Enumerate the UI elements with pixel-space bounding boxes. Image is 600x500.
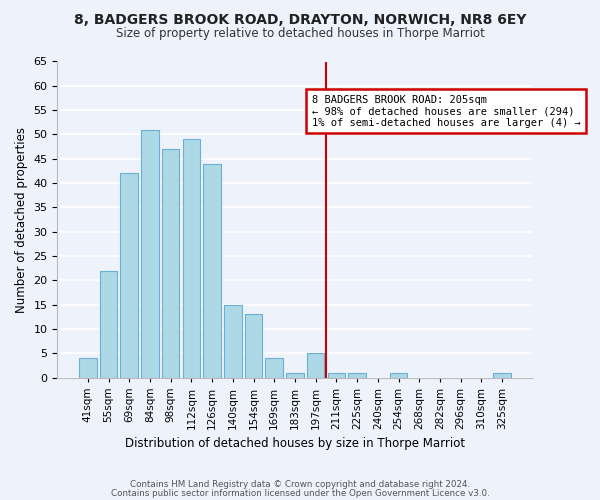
- Bar: [265, 358, 283, 378]
- Bar: [162, 149, 179, 378]
- Bar: [203, 164, 221, 378]
- Bar: [348, 372, 366, 378]
- Text: Contains public sector information licensed under the Open Government Licence v3: Contains public sector information licen…: [110, 489, 490, 498]
- Bar: [141, 130, 159, 378]
- X-axis label: Distribution of detached houses by size in Thorpe Marriot: Distribution of detached houses by size …: [125, 437, 465, 450]
- Y-axis label: Number of detached properties: Number of detached properties: [15, 126, 28, 312]
- Bar: [121, 174, 138, 378]
- Bar: [224, 304, 242, 378]
- Bar: [328, 372, 345, 378]
- Text: 8 BADGERS BROOK ROAD: 205sqm
← 98% of detached houses are smaller (294)
1% of se: 8 BADGERS BROOK ROAD: 205sqm ← 98% of de…: [311, 94, 580, 128]
- Text: Contains HM Land Registry data © Crown copyright and database right 2024.: Contains HM Land Registry data © Crown c…: [130, 480, 470, 489]
- Bar: [307, 353, 325, 378]
- Bar: [493, 372, 511, 378]
- Bar: [390, 372, 407, 378]
- Text: Size of property relative to detached houses in Thorpe Marriot: Size of property relative to detached ho…: [116, 28, 484, 40]
- Text: 8, BADGERS BROOK ROAD, DRAYTON, NORWICH, NR8 6EY: 8, BADGERS BROOK ROAD, DRAYTON, NORWICH,…: [74, 12, 526, 26]
- Bar: [286, 372, 304, 378]
- Bar: [79, 358, 97, 378]
- Bar: [245, 314, 262, 378]
- Bar: [182, 140, 200, 378]
- Bar: [100, 270, 118, 378]
